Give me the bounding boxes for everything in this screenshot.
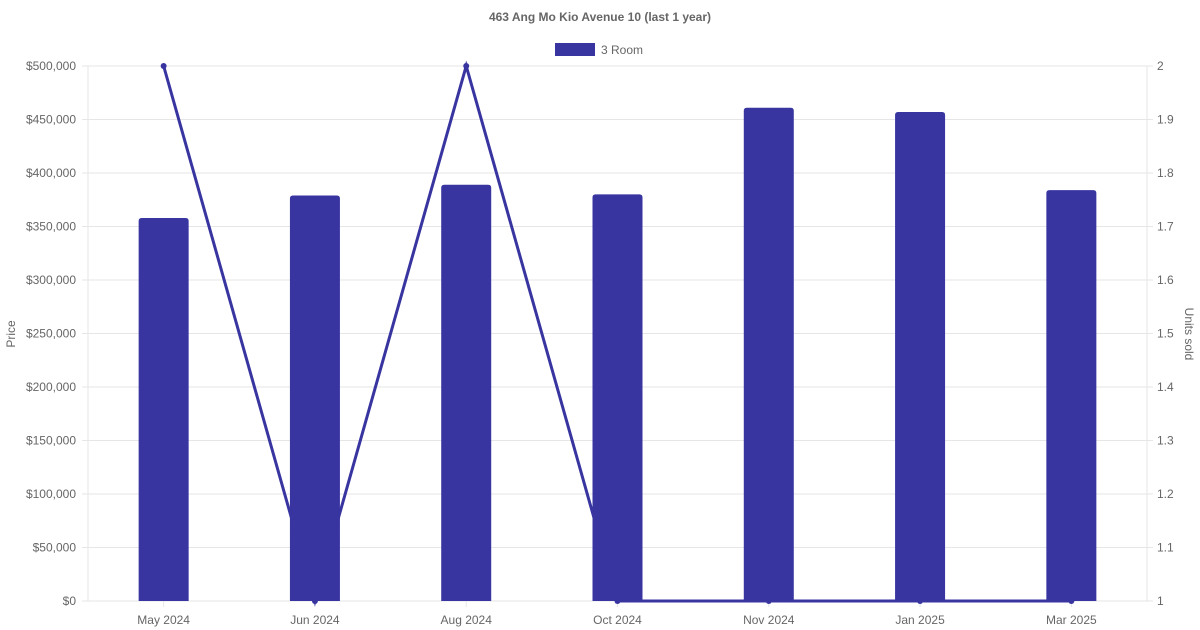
chart-title: 463 Ang Mo Kio Avenue 10 (last 1 year) [489,10,711,24]
bar [743,107,794,601]
x-tick-label: Nov 2024 [743,613,795,627]
y-right-tick-label: 1.6 [1157,273,1174,287]
y-axis-left: $0 $50,000 $100,000 $150,000 $200,000 $250,00… [26,59,76,608]
units-sold-point [463,63,470,69]
y-right-tick-label: 1.3 [1157,434,1174,448]
y-left-tick-label: $0 [63,594,77,608]
y-right-tick-label: 2 [1157,59,1164,73]
x-tick-label: May 2024 [137,613,190,627]
x-tick-label: Mar 2025 [1046,613,1097,627]
bar [138,217,189,601]
line-series [160,60,1075,607]
x-tick-label: Jan 2025 [895,613,945,627]
y-left-tick-label: $450,000 [26,113,76,127]
units-sold-point [765,598,772,604]
y-left-tick-label: $400,000 [26,166,76,180]
y-left-tick-label: $350,000 [26,220,76,234]
x-tick-label: Jun 2024 [290,613,340,627]
bar-series [138,107,1097,601]
units-sold-point [311,598,318,604]
x-axis: May 2024 Jun 2024 Aug 2024 Oct 2024 Nov 2024… [137,601,1097,627]
y-left-tick-label: $500,000 [26,59,76,73]
bar [1046,190,1097,601]
bar [289,195,340,601]
y-axis-right-title: Units sold [1182,308,1196,361]
bar [441,184,492,601]
y-right-tick-label: 1.2 [1157,487,1174,501]
units-sold-point [917,598,924,604]
y-left-tick-label: $50,000 [33,541,77,555]
y-right-tick-label: 1.8 [1157,166,1174,180]
y-right-tick-label: 1.1 [1157,541,1174,555]
y-left-tick-label: $150,000 [26,434,76,448]
y-left-tick-label: $300,000 [26,273,76,287]
y-left-tick-label: $200,000 [26,380,76,394]
units-sold-point [614,598,621,604]
y-axis-left-title: Price [4,320,18,348]
y-right-tick-label: 1.4 [1157,380,1174,394]
bar [592,194,643,601]
y-right-tick-label: 1 [1157,594,1164,608]
legend-label: 3 Room [601,43,643,57]
bar [895,112,946,601]
y-left-tick-label: $250,000 [26,327,76,341]
x-tick-label: Oct 2024 [593,613,642,627]
y-axis-right: 1 1.1 1.2 1.3 1.4 1.5 1.6 1.7 1.8 1.9 2 [1147,59,1174,608]
y-right-tick-label: 1.7 [1157,220,1174,234]
y-right-tick-label: 1.9 [1157,113,1174,127]
x-tick-label: Aug 2024 [441,613,493,627]
y-left-tick-label: $100,000 [26,487,76,501]
units-sold-point [160,63,167,69]
y-right-tick-label: 1.5 [1157,327,1174,341]
units-sold-point [1068,598,1075,604]
legend-swatch [555,43,595,56]
legend[interactable]: 3 Room [555,43,643,57]
